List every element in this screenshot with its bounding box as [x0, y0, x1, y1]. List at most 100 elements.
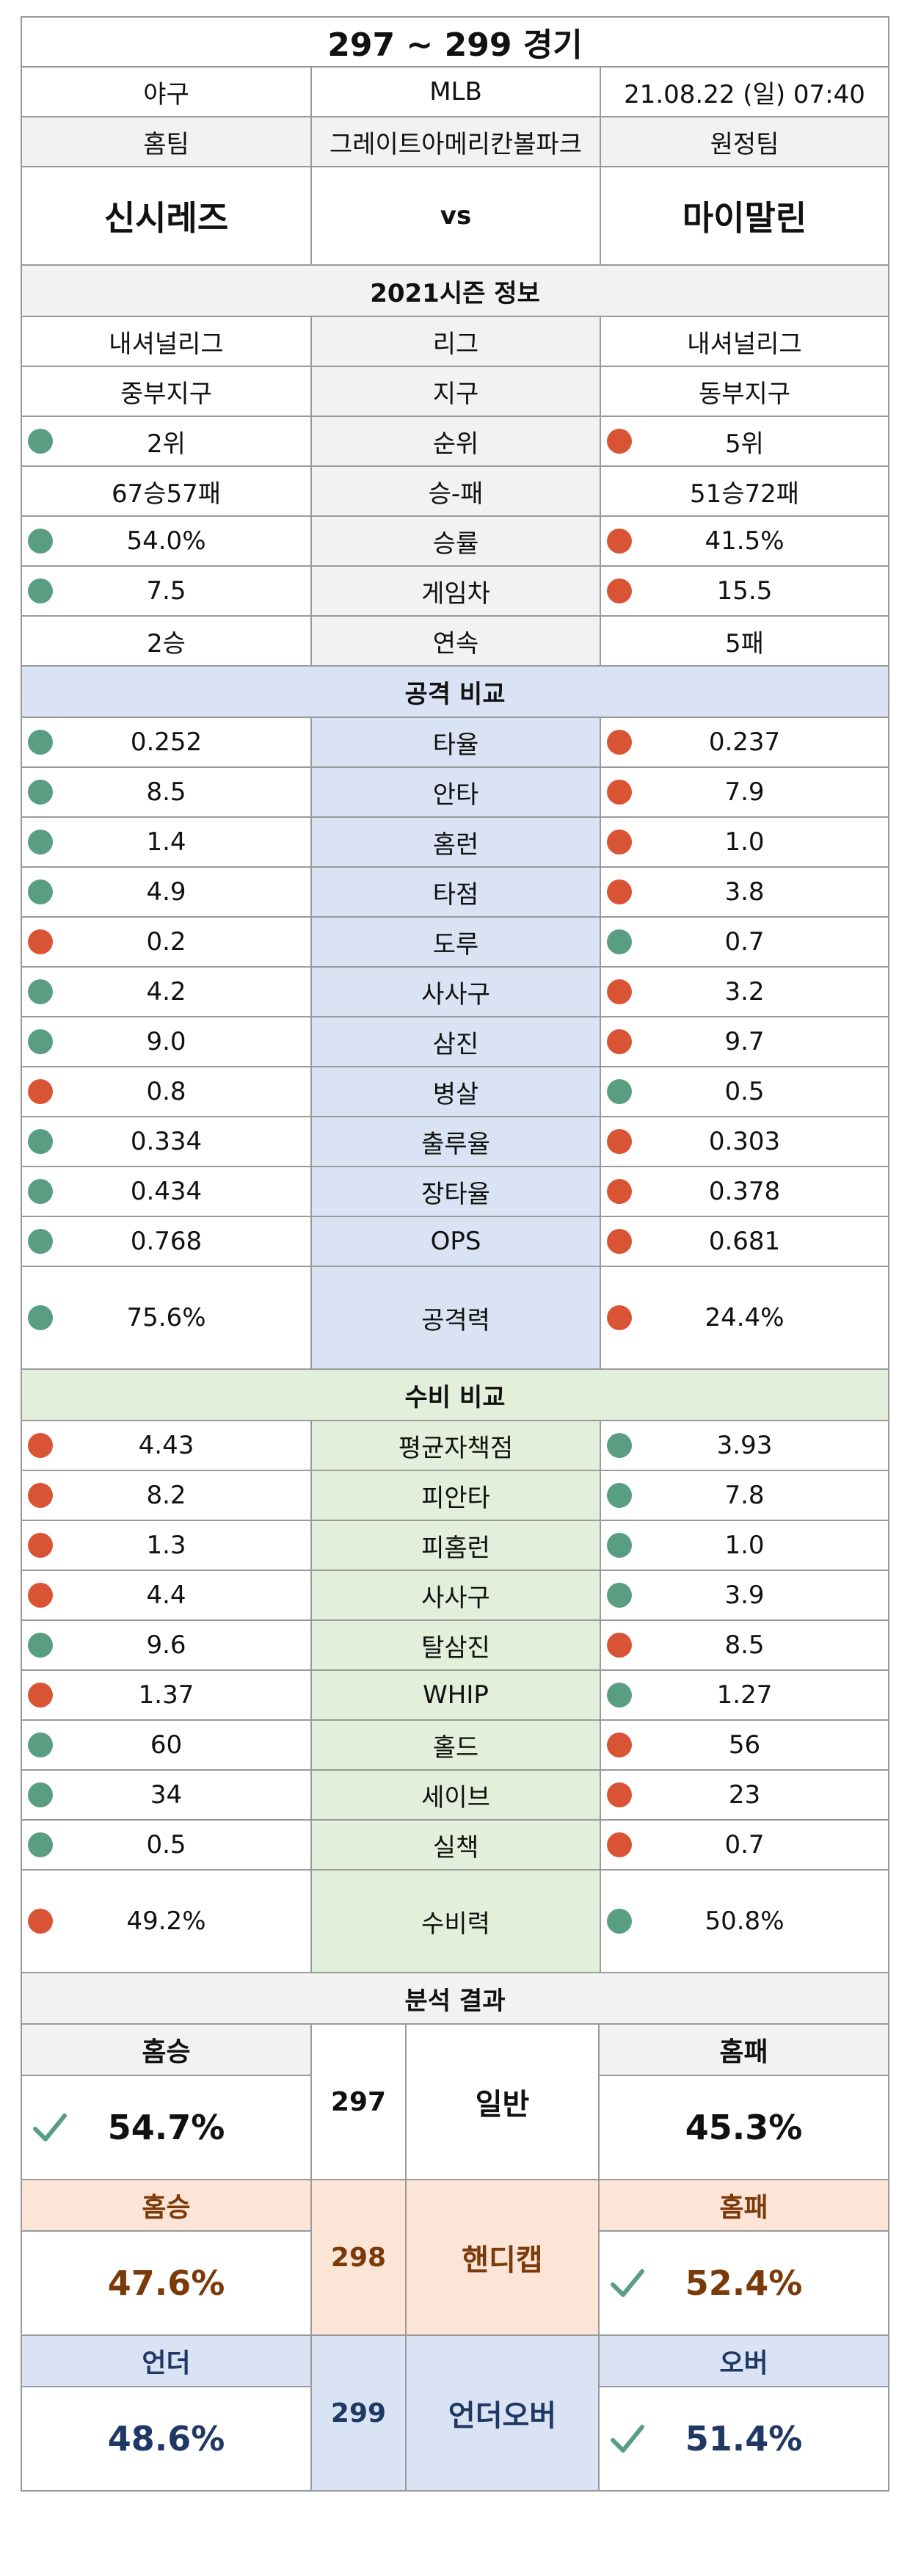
away-value-text: 8.5 — [724, 1630, 765, 1660]
home-value-text: 0.8 — [146, 1077, 186, 1106]
stat-label: 승-패 — [310, 467, 600, 515]
away-value: 5패 — [600, 617, 888, 665]
title-row: 297 ~ 299 경기 — [21, 16, 889, 68]
away-value: 41.5% — [600, 517, 888, 565]
stat-label-text: 홈런 — [432, 830, 479, 860]
home-value: 0.768 — [22, 1217, 310, 1266]
stat-row: 9.6 탈삼진 8.5 — [21, 1621, 889, 1671]
stat-row: 60 홀드 56 — [21, 1721, 889, 1771]
disadvantage-dot-icon — [28, 929, 53, 954]
away-value: 0.5 — [600, 1067, 888, 1116]
away-value-text: 23 — [728, 1780, 761, 1810]
advantage-dot-icon — [28, 780, 53, 805]
stat-row: 67승57패 승-패 51승72패 — [21, 467, 889, 517]
home-value-text: 0.768 — [130, 1227, 203, 1256]
home-value: 0.434 — [22, 1167, 310, 1216]
home-value-text: 0.2 — [146, 927, 186, 957]
home-value: 0.8 — [22, 1067, 310, 1116]
datetime-cell: 21.08.22 (일) 07:40 — [600, 68, 888, 116]
stat-row: 내셔널리그 리그 내셔널리그 — [21, 317, 889, 367]
result-block: 홈승 54.7% 297 일반 홈패 45.3% — [21, 2025, 889, 2180]
disadvantage-dot-icon — [607, 529, 632, 554]
home-value-text: 내셔널리그 — [109, 329, 224, 359]
stat-label-text: 세이브 — [421, 1782, 490, 1813]
stat-label: 피안타 — [310, 1471, 600, 1520]
away-value: 0.378 — [600, 1167, 888, 1216]
disadvantage-dot-icon — [28, 1583, 53, 1608]
left-result-label: 홈승 — [22, 2025, 310, 2076]
away-value: 0.681 — [600, 1217, 888, 1266]
stat-label-text: 게임차 — [421, 578, 490, 609]
advantage-dot-icon — [607, 1079, 632, 1104]
stat-label: 홈런 — [310, 818, 600, 866]
home-value-text: 67승57패 — [111, 479, 222, 509]
away-value: 3.9 — [600, 1571, 888, 1619]
away-value-text: 7.8 — [724, 1481, 765, 1510]
home-value: 내셔널리그 — [22, 317, 310, 366]
stat-row: 75.6% 공격력 24.4% — [21, 1267, 889, 1370]
home-value: 49.2% — [22, 1871, 310, 1972]
home-value: 34 — [22, 1771, 310, 1819]
stat-label-text: 사사구 — [421, 1583, 490, 1613]
advantage-dot-icon — [28, 1029, 53, 1054]
stat-label-text: 삼진 — [432, 1029, 479, 1059]
away-value-text: 3.93 — [716, 1431, 773, 1460]
advantage-dot-icon — [607, 929, 632, 954]
disadvantage-dot-icon — [28, 1433, 53, 1458]
away-value-text: 0.7 — [724, 927, 765, 957]
sport-cell: 야구 — [143, 79, 189, 109]
away-value: 15.5 — [600, 567, 888, 615]
away-value-text: 0.378 — [708, 1177, 781, 1206]
left-result-label: 홈승 — [22, 2180, 310, 2232]
home-value: 0.252 — [22, 718, 310, 766]
disadvantage-dot-icon — [607, 1633, 632, 1658]
stat-label-text: 타점 — [432, 879, 479, 910]
home-value: 4.43 — [22, 1421, 310, 1470]
stat-label: 승률 — [310, 517, 600, 565]
stat-label-text: 피안타 — [421, 1483, 490, 1513]
away-value: 0.303 — [600, 1117, 888, 1166]
stat-label: 실책 — [310, 1821, 600, 1869]
advantage-dot-icon — [28, 979, 53, 1004]
away-value-text: 1.0 — [724, 827, 765, 857]
stat-label-text: WHIP — [423, 1680, 489, 1710]
disadvantage-dot-icon — [607, 1832, 632, 1857]
left-percent: 48.6% — [107, 2419, 225, 2459]
away-value: 3.2 — [600, 968, 888, 1016]
away-value: 3.8 — [600, 868, 888, 916]
away-value: 51승72패 — [600, 467, 888, 515]
advantage-dot-icon — [28, 1633, 53, 1658]
home-value-text: 34 — [150, 1780, 183, 1810]
stat-label-text: 리그 — [432, 329, 479, 359]
advantage-dot-icon — [28, 578, 53, 603]
game-number: 297 — [310, 2025, 407, 2179]
home-value: 9.0 — [22, 1017, 310, 1066]
away-value: 0.237 — [600, 718, 888, 766]
home-value-text: 9.0 — [146, 1027, 186, 1056]
right-percent: 51.4% — [685, 2419, 803, 2459]
stat-row: 1.37 WHIP 1.27 — [21, 1671, 889, 1721]
disadvantage-dot-icon — [607, 1179, 632, 1204]
checkmark-icon — [610, 2423, 645, 2455]
away-value: 7.9 — [600, 768, 888, 816]
disadvantage-dot-icon — [28, 1683, 53, 1708]
stat-label-text: 출루율 — [421, 1129, 490, 1159]
away-value: 8.5 — [600, 1621, 888, 1669]
stat-row: 49.2% 수비력 50.8% — [21, 1871, 889, 1973]
stat-row: 0.334 출루율 0.303 — [21, 1117, 889, 1167]
stat-row: 2승 연속 5패 — [21, 617, 889, 667]
stat-label: 피홈런 — [310, 1521, 600, 1570]
result-block: 홈승 47.6% 298 핸디캡 홈패 52.4% — [21, 2180, 889, 2336]
left-result: 홈승 47.6% — [22, 2180, 310, 2334]
left-result-value: 48.6% — [22, 2387, 310, 2490]
stat-label: 홀드 — [310, 1721, 600, 1769]
disadvantage-dot-icon — [607, 780, 632, 805]
right-result-label: 홈패 — [600, 2025, 888, 2076]
stat-row: 34 세이브 23 — [21, 1771, 889, 1821]
home-value-text: 4.43 — [138, 1431, 194, 1460]
home-value-text: 2위 — [147, 429, 186, 459]
game-number: 299 — [310, 2336, 407, 2490]
advantage-dot-icon — [607, 1533, 632, 1558]
disadvantage-dot-icon — [607, 429, 632, 454]
disadvantage-dot-icon — [607, 1229, 632, 1254]
